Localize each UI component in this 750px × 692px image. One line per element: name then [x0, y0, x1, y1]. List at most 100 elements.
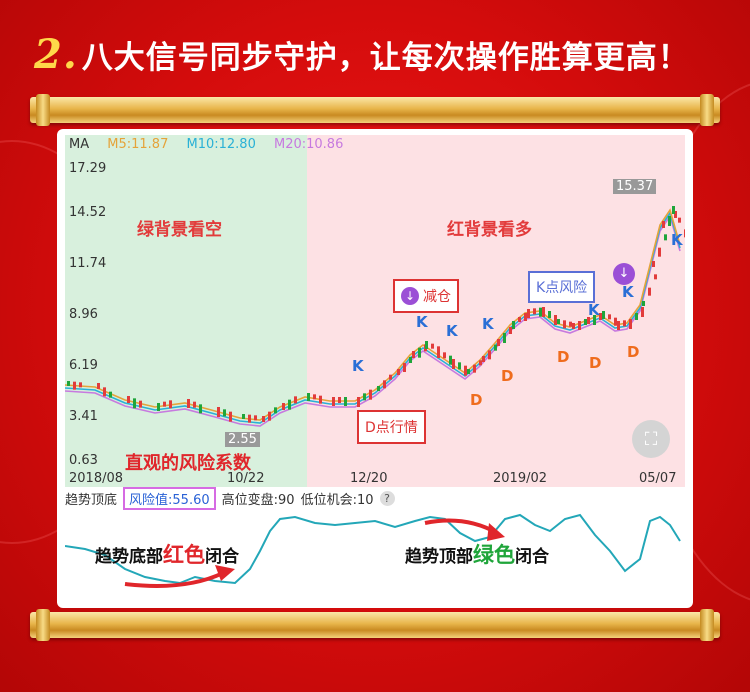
high-change-value: 高位变盘:90	[222, 489, 295, 508]
candle	[369, 390, 372, 400]
y-tick: 3.41	[69, 409, 98, 424]
candle	[67, 381, 70, 386]
candle	[338, 397, 341, 403]
candle	[357, 397, 360, 407]
candle	[397, 369, 400, 375]
top-color: 绿色	[473, 543, 515, 567]
candle	[518, 317, 521, 322]
candle	[672, 206, 675, 214]
candle	[641, 307, 644, 317]
candle	[617, 321, 620, 330]
candle	[458, 362, 461, 369]
bullish-label: 红背景看多	[447, 215, 532, 240]
bottom-prefix: 趋势底部	[95, 547, 163, 567]
candle	[449, 356, 452, 365]
candle	[635, 313, 638, 320]
candle	[658, 248, 661, 257]
kline-chart: MA M5:11.87 M10:12.80 M20:10.86 17.29 14…	[65, 135, 685, 487]
candle	[488, 350, 491, 359]
green-arrow	[425, 521, 497, 533]
candle	[678, 218, 681, 223]
x-tick: 12/20	[350, 471, 387, 486]
candle	[169, 400, 172, 408]
k-marker: K	[446, 322, 458, 340]
candle	[629, 319, 632, 329]
candle	[602, 311, 605, 319]
candle	[377, 386, 380, 391]
candle	[254, 415, 257, 420]
candle	[464, 366, 467, 376]
candle	[363, 393, 366, 400]
candle	[242, 414, 245, 419]
candle	[503, 333, 506, 343]
candle	[127, 396, 130, 403]
candle	[431, 344, 434, 349]
candle	[662, 221, 665, 228]
fullscreen-button[interactable]: ⛶	[632, 420, 670, 458]
candle	[614, 318, 617, 326]
candle	[282, 403, 285, 410]
ma-legend: MA M5:11.87 M10:12.80 M20:10.86	[69, 137, 357, 152]
candle	[479, 360, 482, 365]
risk-coef-label: 直观的风险系数	[125, 449, 251, 475]
candle	[97, 383, 100, 389]
candle	[268, 412, 271, 421]
help-icon[interactable]: ?	[380, 491, 395, 506]
candle	[344, 397, 347, 406]
bottom-close-label: 趋势底部红色闭合	[95, 539, 239, 569]
candle	[288, 400, 291, 410]
y-tick: 11.74	[69, 256, 106, 271]
scroll-rod-bottom	[30, 612, 720, 638]
risk-value: 风险值:55.60	[123, 487, 216, 510]
low-chance-value: 低位机会:10	[301, 489, 374, 508]
candle	[262, 416, 265, 422]
top-prefix: 趋势顶部	[405, 547, 473, 567]
candle	[389, 375, 392, 380]
y-tick: 6.19	[69, 358, 98, 373]
candle	[274, 407, 277, 413]
reduce-label: 减仓	[423, 286, 451, 306]
candle	[569, 322, 572, 327]
candle	[313, 394, 316, 399]
bottom-suffix: 闭合	[205, 547, 239, 567]
candle	[467, 369, 470, 374]
candle	[557, 319, 560, 324]
candle	[563, 320, 566, 328]
candle	[133, 398, 136, 408]
bearish-label: 绿背景看空	[137, 215, 222, 240]
candle	[648, 288, 651, 296]
candle	[79, 382, 82, 387]
top-close-label: 趋势顶部绿色闭合	[405, 539, 549, 569]
high-price-tag: 15.37	[613, 179, 656, 194]
candle	[584, 319, 587, 325]
candle	[524, 313, 527, 321]
candle	[623, 320, 626, 326]
d-entry-label: D点行情	[365, 417, 418, 437]
legend-m10: M10:12.80	[186, 137, 255, 152]
candle	[383, 380, 386, 388]
candle	[509, 327, 512, 334]
candle	[418, 348, 421, 358]
d-entry-box: D点行情	[357, 410, 426, 444]
down-arrow-icon: ↓	[401, 287, 419, 305]
candle	[157, 403, 160, 411]
candle	[73, 382, 76, 390]
chart-panel: MA M5:11.87 M10:12.80 M20:10.86 17.29 14…	[57, 129, 693, 608]
low-price-tag: 2.55	[225, 432, 260, 447]
candle	[548, 311, 551, 318]
candle	[307, 393, 310, 401]
candle	[409, 357, 412, 363]
d-marker: D	[589, 354, 601, 372]
headline: 2. 八大信号同步守护，让每次操作胜算更高！	[34, 30, 690, 78]
k-marker: K	[482, 315, 494, 333]
x-tick: 05/07	[639, 471, 676, 486]
candle	[494, 345, 497, 351]
d-marker: D	[557, 348, 569, 366]
top-suffix: 闭合	[515, 547, 549, 567]
headline-text: 八大信号同步守护，让每次操作胜算更高！	[82, 32, 690, 77]
bottom-color: 红色	[163, 543, 205, 567]
k-risk-box: K点风险	[528, 271, 595, 303]
reduce-signal-box: ↓ 减仓	[393, 279, 459, 313]
candle	[533, 308, 536, 314]
k-marker: K	[622, 283, 634, 301]
